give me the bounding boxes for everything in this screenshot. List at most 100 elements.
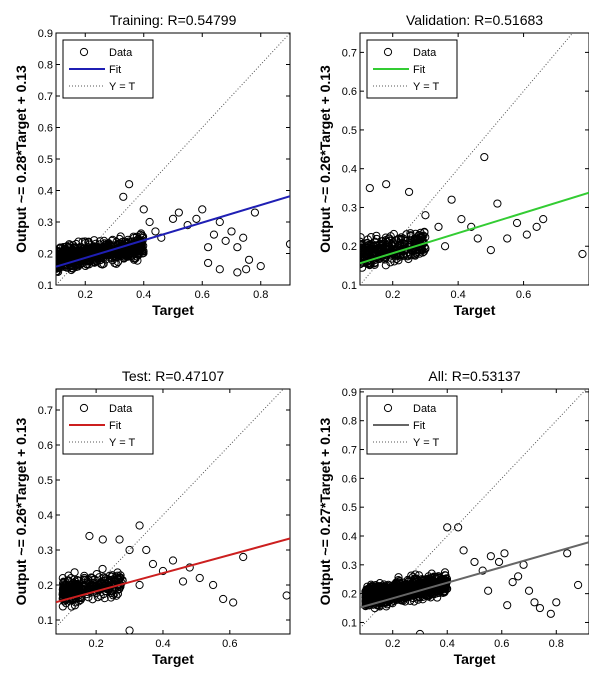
legend-fit-label: Fit — [413, 64, 425, 76]
legend-data-marker — [383, 47, 393, 57]
data-point — [434, 222, 443, 231]
y-tick-label: 0.3 — [38, 217, 53, 229]
y-tick-label: 0.5 — [38, 154, 53, 166]
y-axis-label: Output ~= 0.27*Target + 0.13 — [317, 417, 333, 605]
data-point — [443, 523, 452, 532]
data-point — [282, 591, 290, 600]
data-point — [500, 549, 509, 558]
data-point — [378, 589, 387, 598]
y-axis-label: Output ~= 0.28*Target + 0.13 — [13, 65, 29, 253]
data-point — [532, 222, 541, 231]
data-point — [467, 222, 476, 231]
legend: Data Fit Y = T — [62, 39, 154, 99]
data-point — [58, 602, 67, 611]
data-point — [233, 243, 242, 252]
x-axis-label: Target — [152, 302, 194, 318]
x-tick-label: 0.6 — [222, 638, 237, 650]
data-point — [414, 571, 424, 580]
data-point — [432, 572, 441, 582]
data-point — [375, 243, 385, 252]
data-point — [389, 250, 399, 260]
data-point — [470, 557, 479, 567]
data-point — [58, 579, 68, 588]
x-tick-label: 0.2 — [88, 638, 103, 650]
data-point — [546, 609, 555, 618]
data-point — [80, 573, 89, 583]
data-point — [405, 576, 414, 585]
data-point — [135, 580, 144, 590]
legend-data-label: Data — [413, 47, 437, 59]
data-point — [494, 557, 504, 567]
data-point — [123, 252, 132, 261]
x-tick-label: 0.2 — [385, 289, 400, 301]
data-point — [158, 566, 168, 576]
data-point — [70, 568, 79, 577]
data-point — [367, 587, 377, 596]
y-tick-label: 0.8 — [342, 416, 357, 428]
data-point — [512, 218, 522, 228]
data-point — [386, 258, 395, 267]
data-point — [139, 249, 148, 258]
data-point — [447, 195, 456, 204]
data-point — [229, 598, 238, 607]
data-point — [64, 571, 73, 580]
data-point — [215, 265, 224, 274]
data-point — [110, 589, 119, 598]
y-tick-label: 0.7 — [342, 445, 357, 457]
data-point — [113, 250, 122, 259]
data-point — [139, 205, 148, 214]
data-point — [116, 573, 125, 582]
data-point — [66, 243, 75, 252]
data-point — [239, 233, 248, 242]
y-tick-label: 0.6 — [342, 86, 357, 98]
data-point — [573, 580, 583, 590]
data-point — [136, 244, 145, 253]
data-point — [372, 231, 381, 240]
data-point — [256, 262, 265, 271]
data-point — [145, 217, 154, 227]
data-point — [139, 246, 148, 256]
data-point — [99, 589, 108, 599]
data-point — [125, 545, 134, 555]
x-tick-label: 0.2 — [385, 638, 400, 650]
legend-identity-label: Y = T — [109, 81, 135, 93]
data-point — [60, 243, 70, 252]
data-point — [56, 247, 61, 256]
legend: Data Fit Y = T — [366, 39, 458, 99]
legend-data-label: Data — [413, 403, 437, 415]
data-point — [524, 586, 534, 595]
data-point — [285, 239, 290, 249]
y-tick-label: 0.5 — [38, 475, 53, 487]
data-point — [99, 236, 109, 245]
x-tick-label: 0.4 — [155, 638, 170, 650]
data-point — [239, 552, 248, 562]
data-point — [178, 577, 188, 586]
data-point — [70, 601, 80, 610]
y-tick-label: 0.7 — [38, 91, 53, 103]
chart-panel-0: 0.2 0.4 0.6 0.8 0.1 0.2 0.3 0.4 0.5 0.6 0.7 0.8 0.9 T… — [13, 12, 291, 318]
y-tick-label: 0.5 — [342, 502, 357, 514]
data-point — [132, 252, 141, 261]
data-point — [406, 231, 416, 241]
data-point — [168, 214, 178, 223]
x-tick-label: 0.4 — [440, 638, 455, 650]
data-point — [392, 579, 401, 588]
data-point — [68, 579, 77, 588]
data-point — [151, 227, 160, 236]
data-point — [119, 192, 128, 201]
y-tick-label: 0.3 — [38, 545, 53, 557]
data-point — [365, 249, 374, 259]
data-point — [480, 152, 489, 162]
data-point — [121, 247, 130, 256]
data-point — [92, 569, 101, 579]
y-tick-label: 0.3 — [342, 560, 357, 572]
x-tick-label: 0.8 — [253, 289, 268, 301]
data-point — [61, 250, 70, 260]
plot-content — [360, 33, 589, 285]
data-point — [142, 545, 151, 555]
data-point — [129, 232, 138, 241]
data-point — [404, 187, 414, 197]
data-point — [420, 228, 429, 237]
data-point — [198, 205, 207, 214]
data-point — [58, 584, 68, 594]
